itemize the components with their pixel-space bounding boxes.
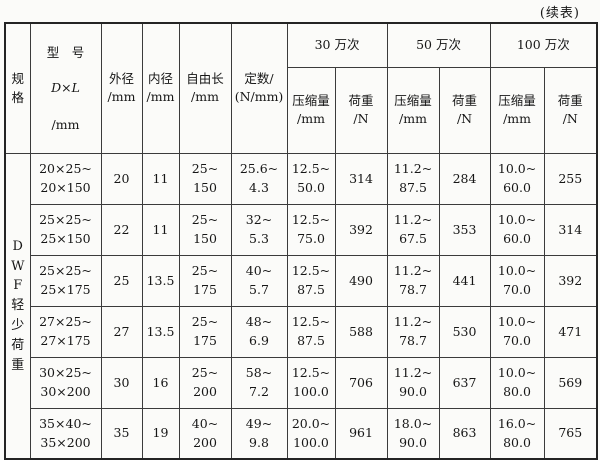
table-cell: 25×25~ 25×175 [29, 254, 102, 307]
table-cell: 12.5~ 75.0 [286, 203, 336, 256]
table-cell: 25~ 150 [178, 203, 232, 256]
table-cell: 392 [334, 203, 388, 256]
table-cell: 314 [543, 203, 598, 256]
table-row: 25×25~ 25×150 22 11 25~ 150 32~ 5.3 12.5… [5, 203, 598, 256]
table-cell: 10.0~ 60.0 [489, 203, 545, 256]
table-cell: 16 [141, 356, 180, 409]
header-outer-diameter: 外径 /mm [100, 22, 143, 154]
table-cell: 25~ 175 [178, 254, 232, 307]
header-load-30: 荷重 /N [334, 66, 388, 154]
table-cell: 19 [141, 407, 180, 460]
table-cell: 25×25~ 25×150 [29, 203, 102, 256]
table-row: 35×40~ 35×200 35 19 40~ 200 49~ 9.8 20.0… [5, 407, 598, 460]
table-cell: 765 [543, 407, 598, 460]
table-cell: 11.2~ 67.5 [386, 203, 440, 256]
header-inner-diameter: 内径 /mm [141, 22, 180, 154]
table-cell: 12.5~ 87.5 [286, 254, 336, 307]
spring-spec-table: 规 格 型 号 D×L /mm 外径 /mm 内径 /mm 自由长 /mm 定数… [4, 22, 599, 460]
table-cell: 569 [543, 356, 598, 409]
table-row: 27×25~ 27×175 27 13.5 25~ 175 48~ 6.9 12… [5, 305, 598, 358]
table-cell: 10.0~ 60.0 [489, 152, 545, 205]
table-cell: 255 [543, 152, 598, 205]
continued-table-note: (续表) [539, 6, 580, 21]
header-group-1000k-cycles: 100 万次 [489, 22, 598, 68]
table-cell: 11.2~ 78.7 [386, 305, 440, 358]
table-cell: 30 [100, 356, 143, 409]
table-cell: 471 [543, 305, 598, 358]
header-spring-constant: 定数/ (N/mm) [230, 22, 288, 154]
table-cell: 284 [438, 152, 491, 205]
table-cell: 25.6~ 4.3 [230, 152, 288, 205]
header-load-50: 荷重 /N [438, 66, 491, 154]
header-load-100: 荷重 /N [543, 66, 598, 154]
table-cell: 13.5 [141, 305, 180, 358]
table-cell: 48~ 6.9 [230, 305, 288, 358]
table-cell: 314 [334, 152, 388, 205]
table-cell: 353 [438, 203, 491, 256]
table-cell: 10.0~ 70.0 [489, 305, 545, 358]
table-cell: 490 [334, 254, 388, 307]
table-cell: 392 [543, 254, 598, 307]
table-cell: 27 [100, 305, 143, 358]
table-cell: 27×25~ 27×175 [29, 305, 102, 358]
table-cell: 49~ 9.8 [230, 407, 288, 460]
table-cell: 58~ 7.2 [230, 356, 288, 409]
header-group-500k-cycles: 50 万次 [386, 22, 491, 68]
spec-series-label: D W F 轻 少 荷 重 [4, 152, 31, 460]
table-cell: 25~ 175 [178, 305, 232, 358]
table-cell: 961 [334, 407, 388, 460]
table-cell: 11.2~ 90.0 [386, 356, 440, 409]
table-cell: 12.5~ 100.0 [286, 356, 336, 409]
table-cell: 12.5~ 87.5 [286, 305, 336, 358]
table-cell: 20×25~ 20×150 [29, 152, 102, 205]
table-cell: 12.5~ 50.0 [286, 152, 336, 205]
header-model-unit: /mm [51, 116, 80, 132]
table-cell: 20.0~ 100.0 [286, 407, 336, 460]
table-cell: 18.0~ 90.0 [386, 407, 440, 460]
header-model-formula: D×L [51, 80, 80, 95]
header-spec-label: 规 格 [11, 70, 24, 106]
header-compression-30: 压缩量 /mm [286, 66, 336, 154]
table-cell: 11.2~ 87.5 [386, 152, 440, 205]
table-cell: 40~ 5.7 [230, 254, 288, 307]
table-cell: 35×40~ 35×200 [29, 407, 102, 460]
table-cell: 706 [334, 356, 388, 409]
header-compression-100: 压缩量 /mm [489, 66, 545, 154]
table-cell: 25~ 200 [178, 356, 232, 409]
table-cell: 530 [438, 305, 491, 358]
table-cell: 32~ 5.3 [230, 203, 288, 256]
table-cell: 10.0~ 70.0 [489, 254, 545, 307]
table-cell: 11 [141, 203, 180, 256]
header-free-length: 自由长 /mm [178, 22, 232, 154]
table-cell: 30×25~ 30×200 [29, 356, 102, 409]
table-row: D W F 轻 少 荷 重 20×25~ 20×150 20 11 25~ 15… [4, 152, 598, 460]
table-cell: 863 [438, 407, 491, 460]
table-cell: 13.5 [141, 254, 180, 307]
table-row: 25×25~ 25×175 25 13.5 25~ 175 40~ 5.7 12… [5, 254, 598, 307]
header-model: 型 号 D×L /mm [29, 22, 102, 154]
table-cell: 441 [438, 254, 491, 307]
table-cell: 588 [334, 305, 388, 358]
spec-series-label-text: D W F 轻 少 荷 重 [11, 238, 25, 373]
table-cell: 25~ 150 [178, 152, 232, 205]
table-cell: 11 [141, 152, 180, 205]
table-cell: 11.2~ 78.7 [386, 254, 440, 307]
table-cell: 40~ 200 [178, 407, 232, 460]
table-cell: 22 [100, 203, 143, 256]
table-cell: 16.0~ 80.0 [489, 407, 545, 460]
table-cell: 20 [100, 152, 143, 205]
header-group-300k-cycles: 30 万次 [286, 22, 388, 68]
header-spec: 规 格 [4, 22, 31, 154]
table-row: 30×25~ 30×200 30 16 25~ 200 58~ 7.2 12.5… [5, 356, 598, 409]
header-model-title: 型 号 [46, 44, 85, 60]
table-cell: 10.0~ 80.0 [489, 356, 545, 409]
header-compression-50: 压缩量 /mm [386, 66, 440, 154]
table-cell: 25 [100, 254, 143, 307]
table-cell: 35 [100, 407, 143, 460]
table-cell: 637 [438, 356, 491, 409]
